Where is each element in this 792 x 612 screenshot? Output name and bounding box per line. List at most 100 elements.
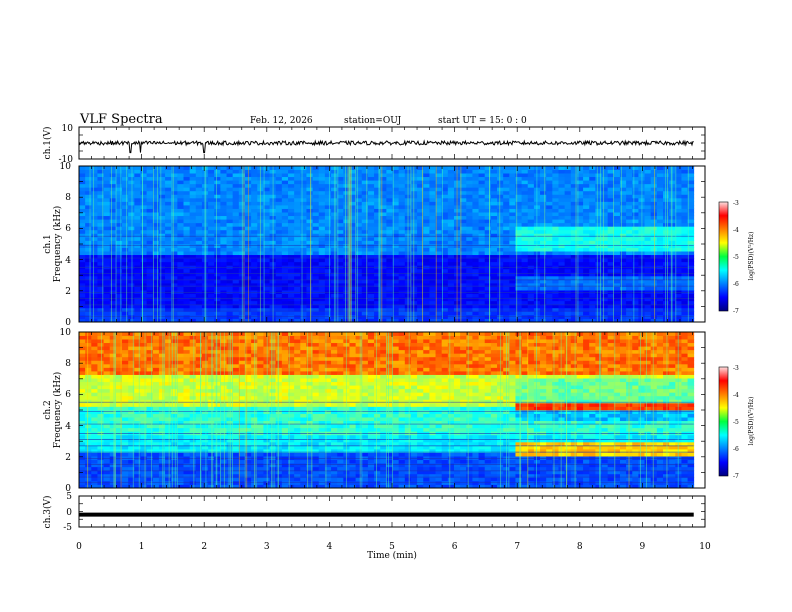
ch1-spectrogram-cell xyxy=(570,297,578,302)
ch1-spectrogram-cell xyxy=(490,286,498,291)
ch1-spectrogram-cell xyxy=(152,197,160,202)
ch2-spectrogram-cell xyxy=(97,363,104,368)
ch1-spectrogram-cell xyxy=(429,190,436,195)
ch1-spectrogram-cell xyxy=(361,307,369,312)
ch1-spectrogram-cell xyxy=(490,222,498,227)
ch1-spectrogram-cell xyxy=(263,286,270,291)
ch1-spectrogram-cell xyxy=(607,194,615,199)
ch1-spectrogram-cell xyxy=(558,183,566,188)
ch1-spectrogram-cell xyxy=(214,268,221,273)
ch1-spectrogram-cell xyxy=(171,261,178,266)
ch1-spectrogram-cell xyxy=(527,226,535,231)
ch2-spectrogram-cell xyxy=(85,385,92,390)
ch1-spectrogram-cell xyxy=(128,236,135,241)
ch1-spectrogram-cell xyxy=(632,194,639,199)
ch1-spectrogram-cell xyxy=(570,219,578,224)
ch1-spectrogram-cell xyxy=(663,261,670,266)
ch1-spectrogram-cell xyxy=(146,187,154,192)
ch1-spectrogram-cell xyxy=(619,254,627,259)
ch1-spectrogram-cell xyxy=(152,279,160,284)
ch1-spectrogram-cell xyxy=(527,212,535,217)
ch1-spectrogram-cell xyxy=(171,236,178,241)
ch1-spectrogram-cell xyxy=(656,173,664,178)
ch1-spectrogram-cell xyxy=(165,194,172,199)
ch1-spectrogram-cell xyxy=(361,201,369,206)
ch1-spectrogram-cell xyxy=(361,268,369,273)
ch1-spectrogram-cell xyxy=(165,240,172,245)
ch1-spectrogram-cell xyxy=(177,311,184,316)
ch1-spectrogram-cell xyxy=(410,190,418,195)
ch1-spectrogram-cell xyxy=(564,219,572,224)
ch1-spectrogram-cell xyxy=(503,219,510,224)
ch1-spectrogram-cell xyxy=(318,304,326,309)
ch1-spectrogram-cell xyxy=(429,236,436,241)
ch1-spectrogram-cell xyxy=(546,176,553,181)
ch1-spectrogram-cell xyxy=(281,201,289,206)
ch1-spectrogram-cell xyxy=(460,275,467,280)
ch2-spectrogram-cell xyxy=(85,381,92,386)
ch1-spectrogram-cell xyxy=(337,293,344,298)
ch1-spectrogram-cell xyxy=(165,180,172,185)
ch1-spectrogram-cell xyxy=(318,169,326,174)
ch1-spectrogram-cell xyxy=(552,229,559,234)
ch1-spectrogram-cell xyxy=(490,244,498,248)
ch1-spectrogram-cell xyxy=(540,247,547,252)
ch1-spectrogram-cell xyxy=(687,311,695,316)
ch1-spectrogram-cell xyxy=(128,205,135,209)
ch1-spectrogram-cell xyxy=(85,190,92,195)
ch1-spectrogram-cell xyxy=(595,286,602,291)
ch1-spectrogram-cell xyxy=(146,268,154,273)
ch1-spectrogram-cell xyxy=(503,194,510,199)
ch1-spectrogram-cell xyxy=(103,293,111,298)
ch1-spectrogram-cell xyxy=(232,194,240,199)
ch1-spectrogram-cell xyxy=(140,215,148,220)
ch1-spectrogram-cell xyxy=(619,169,627,174)
ch1-spectrogram-cell xyxy=(380,194,387,199)
ch1-spectrogram-cell xyxy=(540,229,547,234)
ch1-spectrogram-cell xyxy=(324,275,332,280)
ch1-spectrogram-cell xyxy=(447,212,455,217)
ch1-spectrogram-cell xyxy=(128,187,135,192)
ch1-spectrogram-cell xyxy=(195,236,203,241)
ch1-spectrogram-cell xyxy=(294,300,301,305)
ch1-spectrogram-cell xyxy=(195,300,203,305)
ch1-spectrogram-cell xyxy=(552,166,559,170)
ch1-spectrogram-cell xyxy=(97,183,104,188)
ch1-spectrogram-cell xyxy=(79,190,86,195)
ch1-spectrogram-cell xyxy=(540,272,547,277)
ch1-spectrogram-cell xyxy=(294,169,301,174)
ch2-spectrogram-cell xyxy=(91,385,98,390)
ch1-spectrogram-cell xyxy=(85,173,92,178)
ch1-spectrogram-cell xyxy=(109,215,117,220)
ch2-spectrogram-cell xyxy=(103,452,111,457)
ch1-spectrogram-cell xyxy=(417,190,424,195)
ch1-spectrogram-cell xyxy=(552,258,559,263)
ch1-spectrogram-cell xyxy=(312,286,320,291)
ch1-spectrogram-cell xyxy=(343,208,350,213)
ch1-spectrogram-cell xyxy=(177,279,184,284)
ch1-spectrogram-cell xyxy=(97,205,104,209)
ch1-spectrogram-cell xyxy=(171,229,178,234)
ch1-spectrogram-cell xyxy=(324,300,332,305)
ch1-spectrogram-cell xyxy=(165,297,172,302)
ch1-freq-tick-label: 2 xyxy=(65,287,71,297)
ch1-spectrogram-cell xyxy=(552,180,559,185)
ch2-spectrogram-cell xyxy=(103,339,111,344)
ch1-spectrogram-cell xyxy=(294,166,301,170)
ch1-spectrogram-cell xyxy=(220,307,227,312)
ch1-spectrogram-cell xyxy=(626,180,633,185)
ch1-spectrogram-cell xyxy=(324,166,332,170)
ch1-spectrogram-cell xyxy=(656,254,664,259)
ch1-spectrogram-cell xyxy=(91,293,98,298)
ch1-spectrogram-cell xyxy=(281,240,289,245)
ch2-spectrogram-cell xyxy=(85,459,92,464)
ch1-spectrogram-cell xyxy=(632,233,639,238)
ch1-spectrogram-cell xyxy=(441,219,449,224)
ch1-spectrogram-cell xyxy=(613,233,621,238)
ch1-spectrogram-cell xyxy=(171,215,178,220)
ch1-spectrogram-cell xyxy=(478,304,486,309)
ch1-spectrogram-cell xyxy=(109,236,117,241)
ch1-spectrogram-cell xyxy=(576,304,584,309)
ch1-spectrogram-cell xyxy=(601,268,609,273)
ch1-spectrogram-cell xyxy=(429,205,436,209)
